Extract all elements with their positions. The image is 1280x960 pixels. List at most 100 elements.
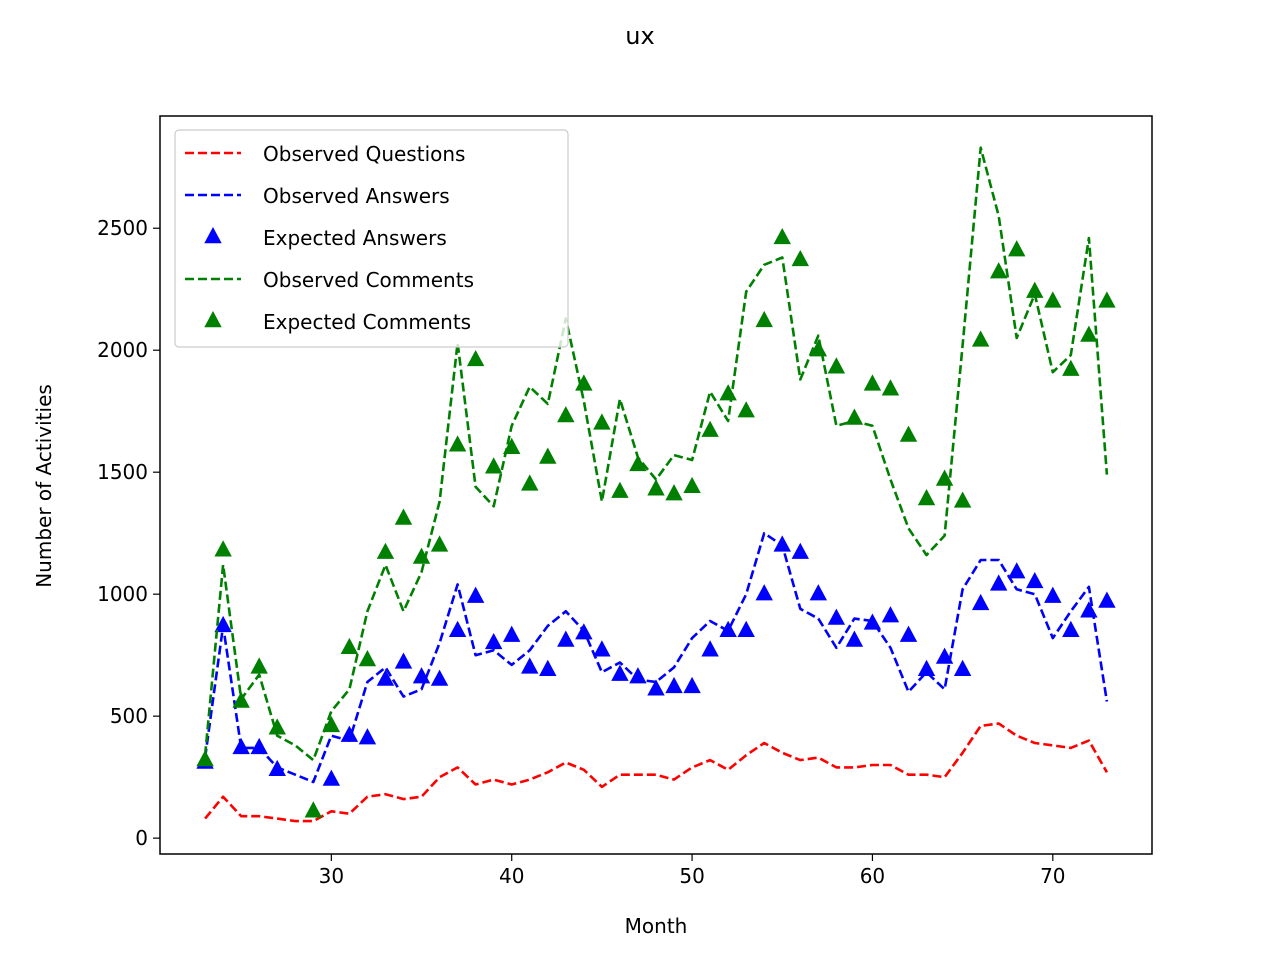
point-expected-comments [593, 413, 611, 430]
point-expected-comments [1080, 325, 1098, 342]
point-expected-comments [989, 262, 1008, 279]
point-expected-comments [845, 408, 864, 425]
point-expected-comments [214, 540, 232, 557]
point-expected-answers [539, 659, 557, 677]
point-expected-comments [611, 481, 629, 498]
point-expected-answers [701, 640, 719, 657]
x-tick-label: 70 [1040, 864, 1065, 888]
point-expected-answers [1044, 586, 1062, 603]
point-expected-answers [340, 725, 359, 742]
point-expected-answers [773, 535, 791, 552]
point-expected-answers [1062, 620, 1080, 637]
point-expected-comments [412, 547, 431, 564]
point-expected-answers [899, 625, 918, 642]
point-expected-answers [250, 737, 268, 755]
point-expected-answers [719, 620, 737, 637]
point-expected-comments [881, 379, 900, 396]
point-expected-comments [250, 657, 268, 674]
point-expected-answers [268, 759, 286, 777]
point-expected-answers [971, 593, 990, 611]
point-expected-answers [214, 615, 232, 633]
chart-title: ux [625, 22, 654, 50]
point-expected-answers [755, 584, 773, 601]
point-expected-comments [863, 374, 882, 391]
point-expected-answers [1098, 591, 1116, 608]
point-expected-answers [629, 667, 647, 684]
point-expected-comments [953, 491, 972, 508]
point-expected-comments [935, 469, 954, 486]
point-expected-answers [953, 659, 972, 677]
point-expected-comments [827, 357, 846, 374]
point-expected-comments [503, 437, 521, 454]
y-axis-label: Number of Activities [32, 384, 56, 588]
point-expected-comments [629, 454, 647, 472]
point-expected-comments [557, 406, 575, 423]
point-expected-comments [340, 637, 359, 655]
point-expected-answers [503, 625, 521, 642]
point-expected-answers [412, 667, 431, 684]
series-line-observed-questions [204, 722, 1109, 823]
x-tick-label: 40 [499, 864, 524, 888]
point-expected-answers [430, 669, 449, 686]
x-axis: 30 40 50 60 70 [319, 854, 1066, 888]
point-expected-comments [196, 750, 214, 767]
y-tick-label: 2000 [97, 338, 148, 362]
y-tick-label: 500 [110, 704, 148, 728]
point-expected-comments [376, 542, 395, 559]
point-expected-answers [827, 608, 846, 625]
point-expected-answers [647, 679, 665, 696]
point-expected-comments [809, 340, 828, 357]
point-expected-answers [917, 659, 936, 677]
x-tick-label: 60 [860, 864, 885, 888]
point-expected-answers [1080, 601, 1098, 618]
point-expected-comments [484, 457, 503, 474]
point-expected-comments [791, 249, 809, 267]
legend-label-observed-answers: Observed Answers [263, 184, 450, 208]
point-expected-answers [935, 647, 954, 664]
point-expected-comments [1098, 291, 1116, 308]
point-expected-comments [1008, 240, 1026, 257]
point-expected-comments [899, 425, 918, 442]
point-expected-comments [268, 718, 286, 735]
point-expected-comments [755, 310, 773, 328]
point-expected-comments [521, 474, 539, 491]
point-expected-comments [1062, 359, 1080, 376]
point-expected-answers [737, 620, 755, 637]
point-expected-answers [521, 657, 539, 674]
x-axis-label: Month [625, 914, 688, 938]
point-expected-comments [917, 489, 936, 506]
legend: Observed Questions Observed Answers Expect… [174, 129, 569, 348]
series-line-observed-answers [203, 531, 1109, 784]
point-expected-answers [358, 728, 377, 745]
point-expected-answers [845, 630, 864, 647]
y-tick-label: 2500 [97, 216, 148, 240]
point-expected-comments [304, 801, 323, 818]
point-expected-answers [791, 542, 809, 559]
point-expected-comments [394, 508, 413, 525]
point-expected-answers [1026, 571, 1044, 589]
point-expected-comments [647, 479, 665, 496]
point-expected-comments [1044, 291, 1062, 308]
point-expected-answers [322, 769, 341, 786]
point-expected-answers [484, 632, 503, 650]
y-tick-label: 1000 [97, 582, 148, 606]
plot-area [196, 146, 1116, 823]
point-expected-comments [971, 330, 990, 347]
point-expected-answers [448, 620, 467, 637]
point-expected-answers [881, 606, 900, 623]
point-expected-comments [719, 384, 737, 401]
point-expected-comments [701, 420, 719, 437]
x-tick-label: 30 [319, 864, 344, 888]
y-tick-label: 1500 [97, 460, 148, 484]
point-expected-answers [575, 623, 593, 640]
point-expected-comments [1026, 281, 1044, 298]
legend-label-observed-comments: Observed Comments [263, 268, 474, 292]
point-expected-comments [358, 650, 377, 667]
point-expected-answers [863, 613, 882, 630]
legend-label-expected-answers: Expected Answers [263, 226, 447, 250]
y-tick-label: 0 [135, 826, 148, 850]
point-expected-comments [575, 374, 593, 391]
point-expected-answers [1008, 562, 1026, 579]
point-expected-comments [737, 401, 755, 418]
y-axis: 0 500 1000 1500 2000 2500 [97, 216, 160, 850]
